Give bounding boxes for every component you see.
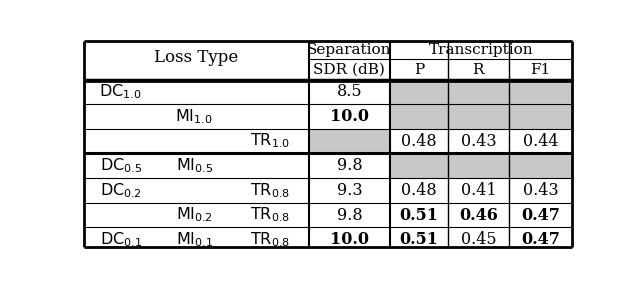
- Text: $\mathregular{DC}_{0.1}$: $\mathregular{DC}_{0.1}$: [100, 230, 142, 249]
- Bar: [390, 80, 448, 104]
- Bar: [390, 153, 448, 178]
- Text: $\mathregular{DC}_{0.5}$: $\mathregular{DC}_{0.5}$: [99, 156, 142, 175]
- Text: 0.44: 0.44: [523, 133, 558, 150]
- Text: 0.51: 0.51: [399, 206, 438, 224]
- Text: 0.48: 0.48: [401, 182, 437, 199]
- Text: 0.47: 0.47: [521, 206, 560, 224]
- Text: 0.41: 0.41: [461, 182, 496, 199]
- Text: $\mathregular{TR}_{0.8}$: $\mathregular{TR}_{0.8}$: [250, 206, 290, 224]
- Text: 0.43: 0.43: [461, 133, 496, 150]
- Text: $\mathregular{DC}_{1.0}$: $\mathregular{DC}_{1.0}$: [99, 82, 142, 101]
- Text: P: P: [414, 62, 424, 76]
- Text: 8.5: 8.5: [337, 83, 362, 100]
- Text: 9.3: 9.3: [337, 182, 362, 199]
- Text: Transcription: Transcription: [429, 43, 533, 57]
- Text: Separation: Separation: [307, 43, 392, 57]
- Bar: [308, 129, 390, 153]
- Text: 10.0: 10.0: [330, 231, 369, 248]
- Bar: [448, 153, 509, 178]
- Text: $\mathregular{MI}_{0.5}$: $\mathregular{MI}_{0.5}$: [175, 156, 213, 175]
- Text: 0.51: 0.51: [399, 231, 438, 248]
- Text: 0.43: 0.43: [522, 182, 558, 199]
- Text: 9.8: 9.8: [337, 206, 362, 224]
- Text: SDR (dB): SDR (dB): [314, 62, 385, 76]
- Bar: [509, 80, 572, 104]
- Text: $\mathregular{TR}_{1.0}$: $\mathregular{TR}_{1.0}$: [250, 132, 290, 151]
- Text: F1: F1: [530, 62, 550, 76]
- Text: Loss Type: Loss Type: [154, 49, 238, 66]
- Text: 0.48: 0.48: [401, 133, 437, 150]
- Text: $\mathregular{TR}_{0.8}$: $\mathregular{TR}_{0.8}$: [250, 181, 290, 200]
- Bar: [390, 104, 448, 129]
- Text: $\mathregular{TR}_{0.8}$: $\mathregular{TR}_{0.8}$: [250, 230, 290, 249]
- Bar: [509, 104, 572, 129]
- Text: 0.47: 0.47: [521, 231, 560, 248]
- Text: $\mathregular{MI}_{1.0}$: $\mathregular{MI}_{1.0}$: [175, 107, 213, 126]
- Text: 0.45: 0.45: [461, 231, 496, 248]
- Text: R: R: [472, 62, 484, 76]
- Text: $\mathregular{MI}_{0.2}$: $\mathregular{MI}_{0.2}$: [176, 206, 212, 224]
- Text: $\mathregular{MI}_{0.1}$: $\mathregular{MI}_{0.1}$: [175, 230, 213, 249]
- Text: $\mathregular{DC}_{0.2}$: $\mathregular{DC}_{0.2}$: [100, 181, 141, 200]
- Text: 0.46: 0.46: [459, 206, 498, 224]
- Text: 10.0: 10.0: [330, 108, 369, 125]
- Bar: [448, 104, 509, 129]
- Bar: [509, 153, 572, 178]
- Bar: [448, 80, 509, 104]
- Text: 9.8: 9.8: [337, 157, 362, 174]
